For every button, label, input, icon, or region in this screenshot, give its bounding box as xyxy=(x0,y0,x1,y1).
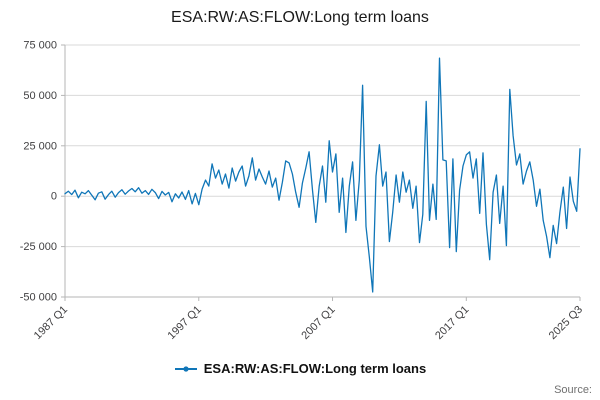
legend-item[interactable]: ESA:RW:AS:FLOW:Long term loans xyxy=(174,361,426,376)
svg-text:25 000: 25 000 xyxy=(23,140,57,152)
chart-title: ESA:RW:AS:FLOW:Long term loans xyxy=(171,9,429,26)
legend: ESA:RW:AS:FLOW:Long term loans xyxy=(0,361,600,376)
legend-label: ESA:RW:AS:FLOW:Long term loans xyxy=(203,361,427,376)
svg-text:0: 0 xyxy=(51,191,57,203)
svg-text:75 000: 75 000 xyxy=(23,40,57,52)
svg-text:2025 Q3: 2025 Q3 xyxy=(547,304,585,340)
svg-text:2007 Q1: 2007 Q1 xyxy=(299,304,337,340)
source-note: Source: xyxy=(554,384,592,396)
svg-text:1997 Q1: 1997 Q1 xyxy=(166,304,204,340)
svg-text:-25 000: -25 000 xyxy=(20,241,57,253)
svg-text:-50 000: -50 000 xyxy=(20,292,57,304)
svg-text:1987 Q1: 1987 Q1 xyxy=(32,304,70,340)
legend-line-marker-icon xyxy=(174,365,197,372)
timeseries-chart: -50 000 -25 000 0 25 000 50 000 75 000 1987 Q1… xyxy=(20,40,585,341)
svg-text:2017 Q1: 2017 Q1 xyxy=(433,304,471,340)
svg-text:50 000: 50 000 xyxy=(23,90,57,102)
